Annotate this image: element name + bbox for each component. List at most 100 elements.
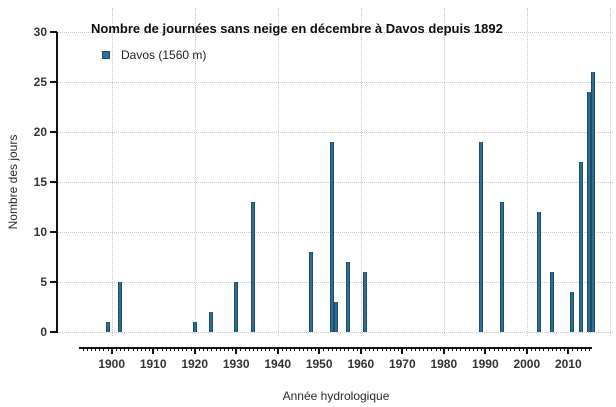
x-axis-minor-tick	[198, 347, 200, 351]
x-axis-minor-tick	[248, 347, 250, 351]
x-axis-minor-tick	[290, 347, 292, 351]
horizontal-gridline	[58, 132, 613, 133]
bar-1930	[234, 282, 239, 332]
x-axis-major-tick	[442, 347, 445, 354]
x-axis-minor-tick	[82, 347, 84, 351]
bar-1934	[250, 202, 255, 332]
x-axis-minor-tick	[165, 347, 167, 351]
x-axis-minor-tick	[240, 347, 242, 351]
y-axis-tick	[50, 31, 57, 33]
x-axis-minor-tick	[144, 347, 146, 351]
vertical-gridline	[526, 8, 528, 336]
bar-2003	[537, 212, 542, 332]
x-axis-minor-tick	[310, 347, 312, 351]
x-axis-minor-tick	[186, 347, 188, 351]
x-axis-minor-tick	[298, 347, 300, 351]
chart-title: Nombre de journées sans neige en décembr…	[91, 21, 503, 36]
bar-1994	[499, 202, 504, 332]
x-axis-minor-tick	[157, 347, 159, 351]
x-axis-minor-tick	[232, 347, 234, 351]
bar-1953	[329, 142, 334, 332]
x-axis-minor-tick	[481, 347, 483, 351]
y-axis-tick	[50, 181, 57, 183]
horizontal-gridline	[58, 32, 613, 33]
x-axis-minor-tick	[95, 347, 97, 351]
horizontal-gridline	[58, 82, 613, 83]
x-axis-minor-tick	[269, 347, 271, 351]
bar-2013	[578, 162, 583, 332]
x-axis-minor-tick	[530, 347, 532, 351]
x-axis-minor-tick	[427, 347, 429, 351]
x-axis-minor-tick	[190, 347, 192, 351]
vertical-gridline	[609, 8, 611, 336]
x-axis-major-tick	[193, 347, 196, 354]
x-axis-minor-tick	[551, 347, 553, 351]
bar-2015	[587, 92, 592, 332]
x-axis-minor-tick	[178, 347, 180, 351]
x-axis-minor-tick	[244, 347, 246, 351]
x-tick-label: 1990	[471, 357, 499, 371]
x-axis-minor-tick	[227, 347, 229, 351]
bar-1961	[362, 272, 367, 332]
x-axis-minor-tick	[535, 347, 537, 351]
x-axis-minor-tick	[281, 347, 283, 351]
bar-2016	[591, 72, 596, 332]
x-tick-label: 1920	[181, 357, 209, 371]
x-axis-major-tick	[318, 347, 321, 354]
x-axis-minor-tick	[576, 347, 578, 351]
y-tick-label: 15	[33, 175, 47, 189]
x-axis-title: Année hydrologique	[282, 389, 390, 403]
x-axis-major-tick	[525, 347, 528, 354]
bar-1924	[209, 312, 214, 332]
y-axis-tick	[50, 231, 57, 233]
x-axis-minor-tick	[169, 347, 171, 351]
x-tick-label: 1910	[139, 357, 167, 371]
x-axis-minor-tick	[389, 347, 391, 351]
x-axis-minor-tick	[286, 347, 287, 351]
x-axis-minor-tick	[140, 347, 142, 351]
x-axis-minor-tick	[128, 347, 130, 351]
vertical-gridline	[360, 8, 362, 336]
x-axis-minor-tick	[161, 347, 163, 351]
x-tick-label: 1930	[222, 357, 250, 371]
x-axis-minor-tick	[394, 347, 395, 351]
x-axis-minor-tick	[373, 347, 375, 351]
y-tick-label: 10	[33, 225, 47, 239]
x-axis-minor-tick	[398, 347, 400, 351]
x-axis-major-tick	[484, 347, 487, 354]
x-axis-minor-tick	[584, 347, 586, 351]
x-axis-minor-tick	[369, 347, 371, 351]
x-axis-minor-tick	[385, 347, 387, 351]
x-axis-minor-tick	[352, 347, 354, 351]
x-axis-minor-tick	[423, 347, 424, 351]
y-axis-tick	[50, 281, 57, 283]
x-axis-minor-tick	[547, 347, 549, 351]
x-axis-minor-tick	[124, 347, 126, 351]
x-axis-minor-tick	[456, 347, 458, 351]
x-axis-minor-tick	[477, 347, 478, 351]
x-axis-minor-tick	[501, 347, 503, 351]
y-axis-line	[56, 32, 58, 333]
x-axis-minor-tick	[452, 347, 454, 351]
x-axis-minor-tick	[115, 347, 117, 351]
x-axis-major-tick	[152, 347, 155, 354]
bar-1954	[333, 302, 338, 332]
x-axis-minor-tick	[136, 347, 138, 351]
x-axis-minor-tick	[294, 347, 296, 351]
x-axis-minor-tick	[418, 347, 420, 351]
x-axis-line	[79, 347, 592, 349]
x-tick-label: 2000	[513, 357, 541, 371]
horizontal-gridline	[58, 232, 613, 233]
y-axis-title: Nombre des jours	[6, 134, 20, 230]
y-axis-tick	[50, 331, 57, 333]
x-axis-minor-tick	[414, 347, 416, 351]
x-axis-major-tick	[276, 347, 279, 354]
x-axis-minor-tick	[435, 347, 437, 351]
x-axis-minor-tick	[381, 347, 383, 351]
x-axis-minor-tick	[364, 347, 366, 351]
bar-1920	[192, 322, 197, 332]
horizontal-gridline	[58, 282, 613, 283]
x-axis-minor-tick	[315, 347, 317, 351]
x-axis-minor-tick	[182, 347, 184, 351]
x-axis-minor-tick	[340, 347, 341, 351]
